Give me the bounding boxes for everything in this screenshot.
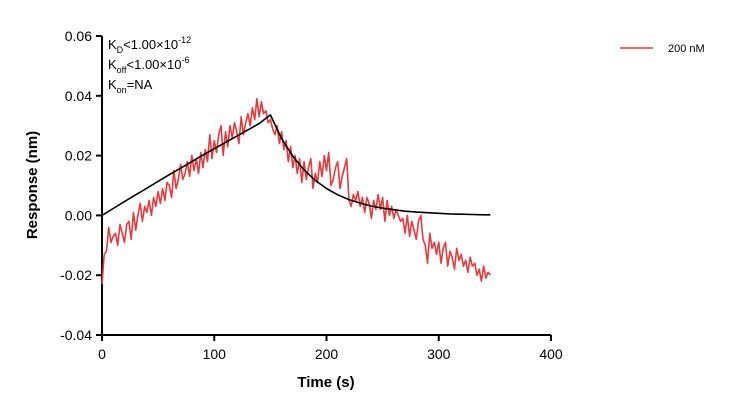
legend-label-200nm: 200 nM [668, 43, 705, 55]
y-tick-label: 0.00 [65, 207, 92, 223]
x-tick-label: 300 [427, 346, 451, 362]
x-axis-ticks: 0 100 200 300 400 [98, 335, 563, 362]
kinetics-annotation: KD<1.00×10-12 Koff<1.00×10-6 Kon=NA [108, 35, 191, 95]
y-axis-title: Response (nm) [24, 131, 41, 239]
y-tick-label: 0.02 [65, 148, 92, 164]
y-axis-ticks: -0.04 -0.02 0.00 0.02 0.04 0.06 [60, 28, 102, 343]
koff-text: <1.00×10 [127, 57, 182, 72]
kon-sub: on [117, 85, 127, 95]
koff-sub: off [117, 65, 127, 75]
x-tick-label: 100 [203, 346, 227, 362]
kd-sup: -12 [178, 35, 191, 45]
kd-sub: D [117, 45, 124, 55]
series-layer [101, 98, 492, 285]
kd-annotation: KD<1.00×10-12 [108, 35, 191, 55]
x-tick-label: 400 [539, 346, 563, 362]
x-tick-label: 0 [98, 346, 106, 362]
y-tick-label: 0.06 [65, 28, 92, 44]
koff-sup: -6 [181, 55, 189, 65]
kon-main: K [108, 77, 117, 92]
y-tick-label: -0.02 [60, 267, 92, 283]
series-line-200nm [101, 98, 492, 285]
x-tick-label: 200 [315, 346, 339, 362]
koff-annotation: Koff<1.00×10-6 [108, 55, 189, 75]
x-axis-title: Time (s) [297, 374, 354, 391]
y-tick-label: 0.04 [65, 88, 92, 104]
legend: 200 nM [620, 43, 705, 55]
kon-text: =NA [127, 77, 153, 92]
kon-annotation: Kon=NA [108, 77, 153, 95]
series-line-fit [101, 114, 491, 217]
kd-text: <1.00×10 [123, 37, 178, 52]
y-tick-label: -0.04 [60, 327, 92, 343]
kd-main: K [108, 37, 117, 52]
koff-main: K [108, 57, 117, 72]
